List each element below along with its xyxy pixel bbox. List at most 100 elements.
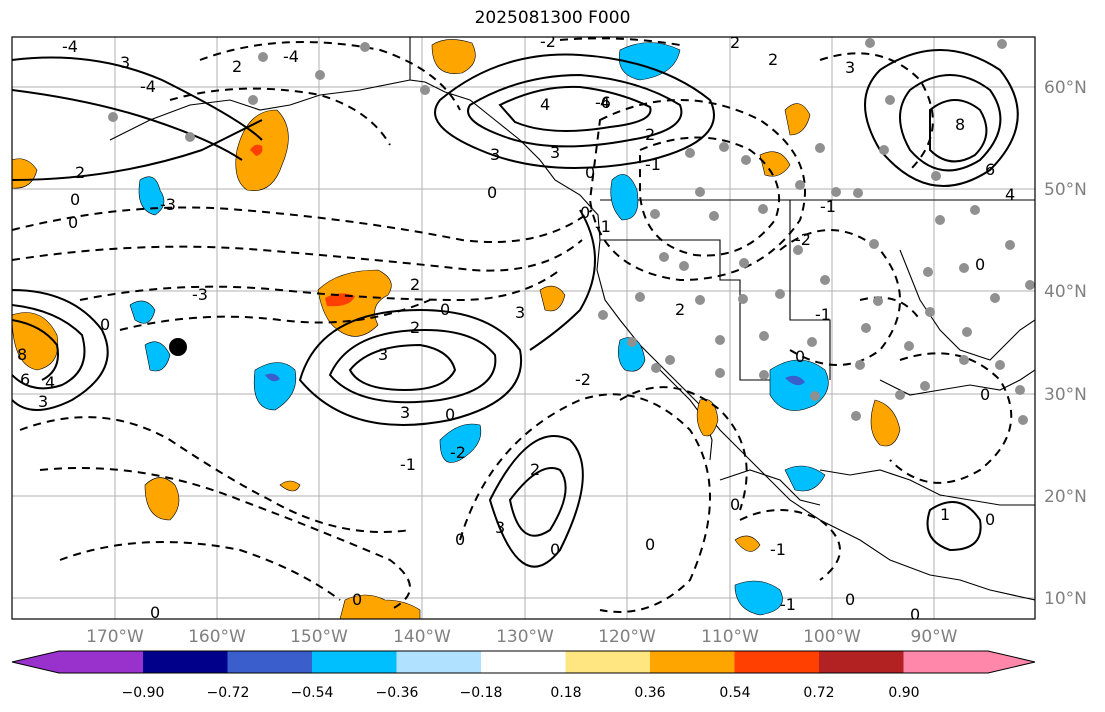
svg-text:3: 3 [845,58,855,77]
svg-text:0: 0 [352,590,362,609]
colorbar-tick-labels: −0.90 −0.72 −0.54 −0.36 −0.18 0.18 0.36 … [122,685,920,701]
svg-text:-1: -1 [820,197,836,216]
contour-lines-positive [12,49,1019,568]
colorbar-tick: −0.36 [376,685,419,701]
svg-text:-1: -1 [815,305,831,324]
svg-text:2: 2 [75,163,85,182]
svg-text:0: 0 [975,255,985,274]
lon-label: 140°W [393,627,451,647]
svg-text:2: 2 [730,33,740,52]
svg-text:0: 0 [68,213,78,232]
lat-label: 40°N [1044,282,1087,302]
colorbar-segment [650,651,735,673]
svg-text:3: 3 [400,403,410,422]
svg-text:-2: -2 [575,370,591,389]
svg-text:2: 2 [645,125,655,144]
svg-text:-1: -1 [400,455,416,474]
lon-label: 150°W [290,627,348,647]
svg-text:3: 3 [515,303,525,322]
map-title: 2025081300 F000 [474,8,631,28]
svg-text:0: 0 [150,603,160,622]
lon-label: 160°W [188,627,246,647]
colorbar-segment [396,651,481,673]
svg-text:-1: -1 [595,217,611,236]
lon-label: 110°W [701,627,759,647]
longitude-labels: 170°W 160°W 150°W 140°W 130°W 120°W 110°… [86,627,958,647]
svg-text:-4: -4 [140,77,156,96]
svg-text:0: 0 [100,315,110,334]
svg-text:2: 2 [410,275,420,294]
svg-text:3: 3 [490,145,500,164]
black-marker [169,338,187,356]
lon-label: 100°W [803,627,861,647]
svg-text:0: 0 [910,605,920,624]
colorbar-tick: 0.72 [803,685,834,701]
lat-label: 50°N [1044,180,1087,200]
colorbar-outline [11,650,1036,674]
lat-label: 30°N [1044,385,1087,405]
colorbar-segment [565,651,650,673]
svg-text:-4: -4 [283,47,299,66]
svg-text:0: 0 [585,163,595,182]
svg-text:-4: -4 [62,37,78,56]
svg-text:0: 0 [985,510,995,529]
svg-text:2: 2 [675,300,685,319]
svg-text:-1: -1 [780,595,796,614]
lon-label: 90°W [911,627,958,647]
svg-text:2: 2 [232,57,242,76]
svg-text:0: 0 [730,495,740,514]
svg-text:0: 0 [980,385,990,404]
svg-text:0: 0 [445,405,455,424]
svg-text:0: 0 [795,347,805,366]
colorbar-tick: 0.18 [550,685,581,701]
colorbar-segment [819,651,904,673]
svg-text:4: 4 [45,373,55,392]
svg-text:3: 3 [550,143,560,162]
lon-label: 170°W [86,627,144,647]
svg-text:3: 3 [378,345,388,364]
svg-text:0: 0 [455,530,465,549]
colorbar-tick: 0.54 [719,685,750,701]
svg-text:8: 8 [17,345,27,364]
contour-labels: -4 3 2 0 0 -3 -3 -2 4 4 2 3 3 0 -1 0 2 0… [17,32,1015,624]
svg-text:4: 4 [540,95,550,114]
colorbar-tick: −0.54 [291,685,334,701]
colorbar [11,650,1036,674]
svg-text:-1: -1 [770,540,786,559]
colorbar-segment [481,651,566,673]
svg-text:-3: -3 [160,195,176,214]
svg-text:-1: -1 [645,155,661,174]
colorbar-tick: 0.90 [888,685,919,701]
colorbar-max-extension [988,651,1035,673]
colorbar-tick: −0.72 [207,685,250,701]
station-markers [108,38,1035,425]
svg-text:0: 0 [70,190,80,209]
svg-text:6: 6 [20,370,30,389]
colorbar-tick: 0.36 [634,685,665,701]
svg-text:-2: -2 [795,230,811,249]
colorbar-segment [734,651,819,673]
svg-text:0: 0 [645,535,655,554]
latitude-labels: 60°N 50°N 40°N 30°N 20°N 10°N [1044,78,1087,609]
colorbar-segment [312,651,397,673]
svg-text:4: 4 [1005,185,1015,204]
svg-text:-2: -2 [540,32,556,51]
colorbar-tick: −0.90 [122,685,165,701]
svg-text:2: 2 [410,318,420,337]
colorbar-segment [903,651,988,673]
svg-text:-2: -2 [450,443,466,462]
lon-label: 130°W [496,627,554,647]
svg-text:0: 0 [580,203,590,222]
svg-text:3: 3 [120,53,130,72]
colorbar-tick: −0.18 [460,685,503,701]
svg-text:0: 0 [487,183,497,202]
anomaly-shading [12,39,901,619]
colorbar-segment [59,651,143,673]
svg-text:0: 0 [550,540,560,559]
colorbar-segment [227,651,312,673]
lat-label: 20°N [1044,487,1087,507]
svg-text:3: 3 [38,392,48,411]
svg-text:-6: -6 [595,93,611,112]
svg-text:0: 0 [440,300,450,319]
